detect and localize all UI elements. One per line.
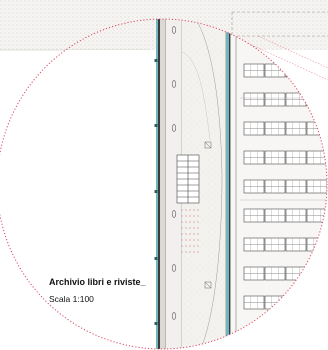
drawing-scale: Scala 1:100 [49,294,94,304]
roof-outline [231,11,328,37]
wall-left-outer [156,19,158,349]
shelf-unit [306,266,327,281]
fixture-symbol-lower [204,281,212,289]
shelf-unit [285,63,307,78]
roof-diagonal [231,35,328,81]
staircase [176,154,200,204]
corridor-openings [171,26,177,320]
wall-right-cyan [226,30,229,349]
ramp-curve-2 [181,51,211,141]
shelf-unit [285,295,307,310]
wall-left-inner [158,19,160,349]
shelf-unit [306,295,327,310]
corridor [166,19,182,349]
wall-left-ticks [154,59,158,325]
viewport-circle [0,18,328,350]
shelf-unit [306,92,327,107]
shelf-row [243,179,327,194]
wall-left-poche [160,19,166,349]
drawing-title: Archivio libri e riviste_ [49,277,146,287]
shelf-row [243,208,327,223]
stair-dotted-grid [181,209,199,253]
shelf-row [243,295,327,310]
fixture-symbol-upper [204,141,212,149]
ramp-curve [181,19,223,349]
ramp-hatch [182,19,226,349]
wall-right-dark [229,30,231,349]
shelf-row [243,150,327,165]
